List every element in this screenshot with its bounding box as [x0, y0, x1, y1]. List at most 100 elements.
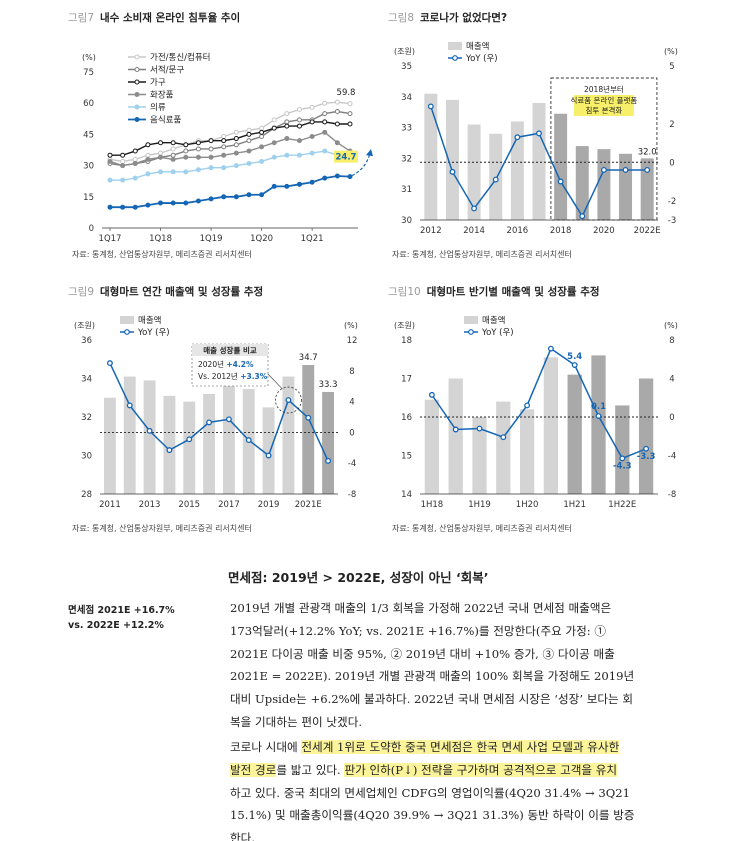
- highlighted-text: 판가 인하(P↓) 전략을 구가하며 공격적으로 고객을 유치: [344, 762, 618, 777]
- x-tick-label: 2013: [139, 500, 161, 510]
- data-point: [284, 119, 290, 125]
- yoy-point: [428, 391, 435, 398]
- fig7-chart: (%) 0 15 30 45 60 75 1Q17 1Q18 1Q19 1Q20 1Q21 가전/통신/…: [82, 52, 373, 244]
- para1-line: 2021E = 2022E). 2019년 개별 관광객 매출의 100% 회복…: [230, 669, 635, 684]
- yoy-point: [305, 414, 312, 421]
- annotation-value: +4.2%: [226, 360, 254, 369]
- data-point: [120, 158, 126, 164]
- annotation-value: +3.3%: [240, 372, 268, 381]
- bar: [282, 376, 295, 494]
- bar: [445, 99, 459, 220]
- y-tick-label: 30: [83, 162, 94, 172]
- y-tick-label-left: 14: [401, 490, 412, 500]
- fig7-panel: 그림7 내수 소비재 온라인 침투율 추이 (%) 0 15 30 45 60 75 1Q17 1…: [68, 10, 373, 260]
- data-point: [347, 111, 353, 117]
- yoy-point: [126, 402, 133, 409]
- legend-marker: [134, 67, 140, 72]
- x-tick-label: 2021E: [295, 500, 322, 510]
- data-point: [259, 158, 265, 164]
- data-point: [322, 111, 328, 117]
- data-point: [145, 142, 151, 148]
- data-label: 24.7: [336, 153, 357, 163]
- projection-arrow: [351, 152, 371, 177]
- yoy-point: [622, 166, 629, 173]
- legend-marker: [134, 92, 140, 97]
- legend-marker: [452, 55, 458, 61]
- fig8-title: 그림8 코로나가 없었다면?: [388, 10, 507, 25]
- y-axis-label-left: (조원): [394, 47, 415, 56]
- fig8-title-text: 코로나가 없었다면?: [420, 12, 508, 24]
- bar: [322, 391, 335, 494]
- data-point: [120, 163, 126, 169]
- data-point: [208, 146, 214, 152]
- fig10-source: 자료: 통계청, 산업통상자원부, 메리츠증권 리서치센터: [392, 524, 572, 533]
- yoy-point: [206, 419, 213, 426]
- fig10-title-text: 대형마트 반기별 매출액 및 성장률 추정: [426, 286, 600, 298]
- data-point: [195, 146, 201, 152]
- data-point: [158, 154, 164, 160]
- bar: [591, 355, 606, 494]
- legend-label: 매출액: [482, 315, 505, 326]
- data-point: [107, 158, 113, 164]
- bar: [619, 153, 633, 220]
- data-point: [259, 192, 265, 198]
- legend-marker: [134, 104, 140, 110]
- annotation-leader: [267, 373, 283, 390]
- annotation-line: 2020년 +4.2%: [198, 359, 254, 369]
- data-point: [145, 152, 151, 158]
- sidenote-line2: vs. 2022E +12.2%: [68, 620, 164, 631]
- data-point: [183, 154, 189, 160]
- data-point: [233, 136, 239, 142]
- yoy-point: [476, 425, 483, 432]
- highlighted-text: 전세계 1위로 도약한 중국 면세점은 한국 면세 사업 모델과 유사한: [301, 740, 620, 754]
- data-point: [296, 152, 302, 158]
- yoy-point: [492, 176, 499, 183]
- annotation-text: 침투 본격화: [585, 105, 622, 115]
- bar: [597, 149, 611, 220]
- x-tick-label: 1Q20: [250, 234, 273, 244]
- legend-swatch-bar: [448, 42, 462, 50]
- data-point: [170, 146, 176, 152]
- yoy-point: [225, 416, 232, 423]
- data-point: [120, 177, 126, 183]
- data-point: [309, 179, 315, 185]
- fig7-title: 그림7 내수 소비재 온라인 침투율 추이: [68, 10, 240, 25]
- x-tick-label: 2018: [550, 226, 572, 236]
- x-tick-label: 1H21: [563, 500, 586, 510]
- bar: [163, 395, 176, 494]
- sidenote-line1: 면세점 2021E +16.7%: [68, 605, 175, 616]
- data-point: [195, 140, 201, 146]
- annotation-title: 매출 성장률 비교: [203, 345, 257, 355]
- bar: [519, 409, 535, 494]
- y-tick-label-left: 32: [401, 154, 412, 164]
- fig8-source: 자료: 통계청, 산업통상자원부, 메리츠증권 리서치센터: [392, 250, 572, 259]
- fig10-panel: 그림10 대형마트 반기별 매출액 및 성장률 추정 (조원) (%) 14 15 16 1…: [388, 284, 688, 534]
- data-point: [195, 198, 201, 204]
- yoy-point: [245, 437, 252, 444]
- y-tick-label-left: 32: [81, 413, 92, 423]
- yoy-point: [643, 445, 650, 452]
- data-point: [208, 138, 214, 144]
- x-tick-label: 2019: [258, 500, 280, 510]
- data-point: [334, 99, 340, 105]
- y-tick-label-left: 17: [401, 375, 412, 385]
- series-line: [110, 121, 350, 156]
- data-point: [309, 119, 315, 125]
- para1-line: 2019년 개별 관광객 매출의 1/3 회복을 가정해 2022년 국내 면세…: [230, 601, 612, 615]
- yoy-point: [571, 362, 578, 368]
- bar: [640, 158, 654, 220]
- annotation-header: [192, 344, 268, 356]
- data-point: [246, 192, 252, 198]
- data-label: -3.3: [637, 452, 656, 462]
- y-tick-label-right: -2: [668, 197, 676, 207]
- yoy-point: [186, 436, 193, 443]
- data-label: 59.8: [337, 88, 356, 98]
- data-point: [246, 161, 252, 167]
- data-point: [296, 106, 302, 112]
- yoy-point: [536, 130, 542, 137]
- data-point: [322, 119, 328, 125]
- data-point: [246, 131, 252, 137]
- data-point: [170, 169, 176, 175]
- legend-marker: [134, 117, 140, 122]
- data-point: [158, 140, 164, 146]
